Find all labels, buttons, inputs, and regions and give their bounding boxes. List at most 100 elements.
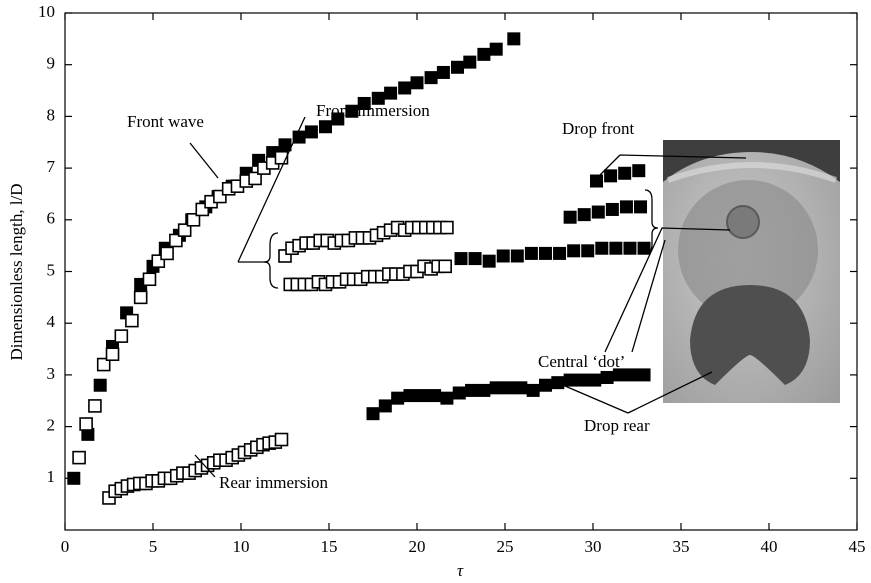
data-point: [452, 386, 466, 400]
data-point: [366, 407, 380, 421]
data-point: [477, 383, 491, 397]
data-point: [440, 220, 454, 235]
x-tick-label: 35: [673, 537, 690, 556]
data-point: [415, 389, 429, 403]
data-point: [450, 60, 464, 74]
data-point: [590, 174, 604, 188]
data-point: [477, 47, 491, 61]
y-tick-label: 3: [47, 364, 56, 383]
data-point: [72, 450, 86, 465]
annotation: Front immersion: [316, 101, 430, 120]
data-point: [489, 42, 503, 56]
data-point: [96, 357, 111, 372]
data-point: [563, 373, 577, 387]
data-point: [378, 399, 392, 413]
data-point: [345, 104, 359, 118]
data-point: [398, 81, 412, 95]
data-point: [371, 91, 385, 105]
inset-photo: [663, 140, 840, 403]
data-point: [67, 471, 81, 485]
data-point: [567, 244, 581, 258]
data-point: [510, 249, 524, 263]
data-point: [514, 381, 528, 395]
data-point: [595, 241, 609, 255]
data-point: [637, 368, 651, 382]
data-point: [292, 130, 306, 144]
data-point: [604, 169, 618, 183]
data-point: [625, 368, 639, 382]
data-point: [331, 112, 345, 126]
annotation: Drop rear: [584, 416, 650, 435]
annotation: Drop front: [562, 119, 635, 138]
y-tick-label: 2: [47, 416, 56, 435]
y-tick-label: 5: [47, 260, 56, 279]
data-point: [403, 389, 417, 403]
y-tick-label: 7: [47, 157, 56, 176]
data-point: [133, 290, 148, 305]
annotation: Rear immersion: [219, 473, 329, 492]
data-point: [88, 399, 102, 413]
data-point: [248, 171, 262, 186]
data-point: [465, 383, 479, 397]
data-point: [496, 249, 510, 263]
data-point: [424, 71, 438, 85]
data-point: [463, 55, 477, 69]
data-point: [538, 378, 552, 392]
x-tick-label: 30: [585, 537, 602, 556]
data-point: [553, 246, 567, 260]
data-point: [81, 427, 95, 441]
data-point: [384, 86, 398, 100]
data-point: [440, 391, 454, 405]
data-point: [588, 373, 602, 387]
data-point: [489, 381, 503, 395]
data-point: [502, 381, 516, 395]
data-point: [114, 329, 129, 343]
annotation: Central ‘dot’: [538, 352, 625, 371]
data-point: [186, 213, 201, 227]
data-point: [410, 76, 424, 90]
y-axis-label: Dimensionless length, l/D: [7, 183, 26, 360]
y-tick-label: 6: [47, 209, 56, 228]
data-point: [357, 96, 371, 110]
x-tick-label: 5: [149, 537, 158, 556]
data-point: [507, 32, 521, 46]
data-point: [551, 376, 565, 390]
data-point: [575, 373, 589, 387]
data-point: [563, 210, 577, 224]
data-point: [609, 241, 623, 255]
data-point: [632, 164, 646, 178]
data-point: [177, 223, 192, 237]
data-point: [278, 138, 292, 152]
leader-lines: [189, 116, 747, 478]
y-tick-label: 4: [47, 312, 56, 331]
y-tick-label: 8: [47, 105, 56, 124]
data-point: [454, 252, 468, 266]
data-point: [304, 125, 318, 139]
data-point: [538, 246, 552, 260]
annotation: Front wave: [127, 112, 204, 131]
data-point: [581, 244, 595, 258]
data-point: [142, 272, 157, 287]
data-point: [391, 391, 405, 405]
data-point: [274, 432, 289, 447]
data-point: [428, 389, 442, 403]
y-tick-label: 10: [38, 2, 55, 21]
data-point: [591, 205, 605, 219]
x-tick-label: 15: [321, 537, 338, 556]
data-point: [169, 233, 183, 248]
x-axis-label: τ: [457, 561, 464, 580]
data-point: [468, 252, 482, 266]
data-point: [623, 241, 637, 255]
x-tick-label: 10: [233, 537, 250, 556]
data-point: [634, 200, 648, 214]
data-point: [438, 259, 452, 274]
data-point: [600, 370, 614, 384]
data-point: [526, 383, 540, 397]
data-point: [524, 246, 538, 260]
data-point: [482, 254, 496, 268]
y-tick-label: 9: [47, 54, 56, 73]
data-point: [160, 246, 174, 261]
data-point: [105, 347, 120, 362]
